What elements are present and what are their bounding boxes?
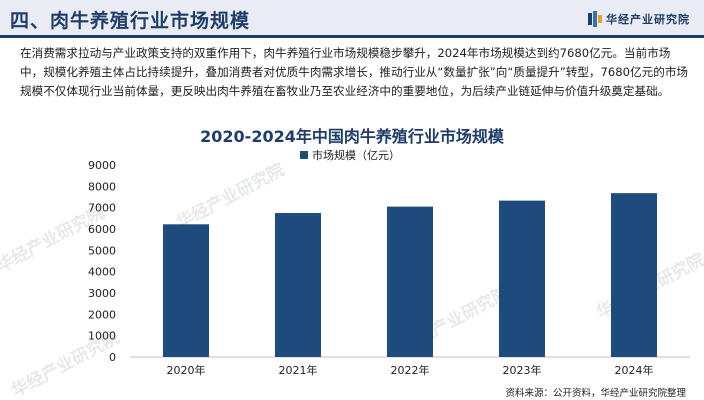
bar xyxy=(611,193,657,357)
y-tick-label: 3000 xyxy=(88,287,116,300)
legend-label: 市场规模（亿元） xyxy=(312,148,400,162)
brand-name: 华经产业研究院 xyxy=(606,13,690,26)
y-tick-label: 8000 xyxy=(88,180,116,193)
source-note: 资料来源：公开资料，华经产业研究院整理 xyxy=(505,388,686,399)
y-tick-label: 4000 xyxy=(88,266,116,279)
x-tick-label: 2022年 xyxy=(391,363,430,377)
brand: 华经产业研究院 xyxy=(588,10,690,28)
bar xyxy=(275,213,321,357)
y-tick-label: 6000 xyxy=(88,223,116,236)
x-tick-label: 2024年 xyxy=(615,363,654,377)
y-tick-label: 7000 xyxy=(88,202,116,215)
y-tick-label: 2000 xyxy=(88,308,116,321)
y-tick-label: 5000 xyxy=(88,244,116,257)
bar xyxy=(163,224,209,357)
chart-title: 2020-2024年中国肉牛养殖行业市场规模 xyxy=(200,127,504,146)
bar xyxy=(499,200,545,357)
brand-logo-icon xyxy=(588,11,602,27)
y-tick-label: 9000 xyxy=(88,159,116,172)
page-header: 四、肉牛养殖行业市场规模 华经产业研究院 xyxy=(0,0,704,38)
intro-paragraph: 在消费需求拉动与产业政策支持的双重作用下，肉牛养殖行业市场规模稳步攀升，2024… xyxy=(20,46,689,98)
y-tick-label: 0 xyxy=(109,351,116,364)
x-tick-label: 2020年 xyxy=(167,363,206,377)
y-tick-label: 1000 xyxy=(88,330,116,343)
page-title: 四、肉牛养殖行业市场规模 xyxy=(10,10,251,32)
bar xyxy=(387,206,433,357)
legend-swatch xyxy=(300,151,308,159)
x-tick-label: 2023年 xyxy=(503,363,542,377)
x-tick-label: 2021年 xyxy=(279,363,318,377)
